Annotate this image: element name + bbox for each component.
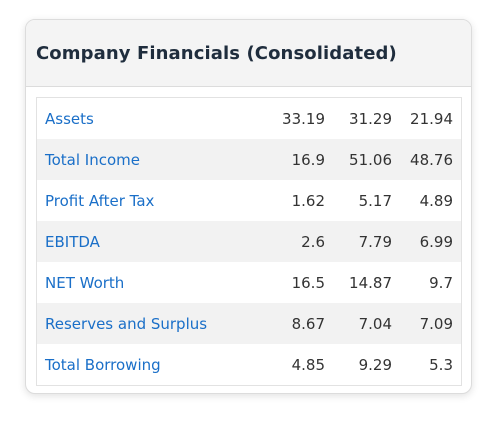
table-cell-value: 14.87 xyxy=(349,273,392,292)
table-row: Total Borrowing 4.85 9.29 5.3 xyxy=(37,344,461,385)
row-label-link[interactable]: EBITDA xyxy=(37,221,267,262)
table-cell-value: 7.04 xyxy=(325,303,392,344)
table-cell-value: 2.6 xyxy=(267,221,325,262)
table-row: Profit After Tax 1.62 5.17 4.89 xyxy=(37,180,461,221)
table-row: Total Income 16.9 51.06 48.76 xyxy=(37,139,461,180)
table-cell-value: 7.09 xyxy=(392,303,461,344)
table-cell-value: 8.67 xyxy=(267,303,325,344)
card-header: Company Financials (Consolidated) xyxy=(26,20,471,87)
table-cell-value: 16.5 xyxy=(291,273,325,292)
row-label-link[interactable]: Total Income xyxy=(37,139,267,180)
table-cell-value: 7.79 xyxy=(325,221,392,262)
table-cell-value: 31.29 xyxy=(349,109,392,128)
table-cell-value: 51.06 xyxy=(325,139,392,180)
table-cell-value: 9.29 xyxy=(358,355,392,374)
table-cell-value: 5.3 xyxy=(429,355,453,374)
row-label-link[interactable]: Assets xyxy=(45,109,94,128)
card-title: Company Financials (Consolidated) xyxy=(36,42,397,64)
table-cell-value: 33.19 xyxy=(282,109,325,128)
table-cell-value: 21.94 xyxy=(410,109,453,128)
table-cell-value: 9.7 xyxy=(429,273,453,292)
table-cell-value: 16.9 xyxy=(267,139,325,180)
table-cell-value: 5.17 xyxy=(358,191,392,210)
row-label-link[interactable]: Profit After Tax xyxy=(45,191,155,210)
table-cell-value: 48.76 xyxy=(392,139,461,180)
financials-card: Company Financials (Consolidated) Assets… xyxy=(25,19,472,394)
table-row: EBITDA 2.6 7.79 6.99 xyxy=(37,221,461,262)
table-row: NET Worth 16.5 14.87 9.7 xyxy=(37,262,461,303)
table-cell-value: 4.89 xyxy=(419,191,453,210)
financials-table-wrapper: Assets 33.19 31.29 21.94 Total Income 16… xyxy=(36,97,462,386)
table-row: Reserves and Surplus 8.67 7.04 7.09 xyxy=(37,303,461,344)
row-label-link[interactable]: Reserves and Surplus xyxy=(37,303,267,344)
row-label-link[interactable]: Total Borrowing xyxy=(45,355,161,374)
row-label-link[interactable]: NET Worth xyxy=(45,273,125,292)
table-row: Assets 33.19 31.29 21.94 xyxy=(37,98,461,139)
table-cell-value: 4.85 xyxy=(291,355,325,374)
table-cell-value: 6.99 xyxy=(392,221,461,262)
financials-table: Assets 33.19 31.29 21.94 Total Income 16… xyxy=(37,98,461,385)
table-cell-value: 1.62 xyxy=(291,191,325,210)
